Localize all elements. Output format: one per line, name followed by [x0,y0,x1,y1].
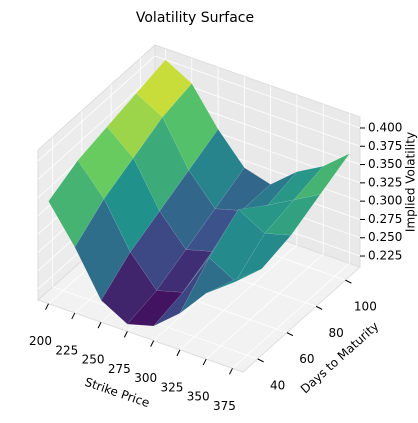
x-tick-label: 300 [134,371,157,385]
z-axis-title: Implied Volatility [404,132,418,232]
chart-title: Volatility Surface [136,10,254,26]
y-tick-label: 80 [328,326,343,340]
grid-line [154,55,361,129]
x-tick-label: 325 [160,380,183,394]
x-tick-label: 200 [29,334,52,348]
x-tick [71,312,76,320]
x-tick-label: 375 [213,399,236,413]
grid-line [179,244,298,351]
x-tick [45,303,49,310]
x-tick-label: 225 [55,343,78,357]
x-tick-label: 250 [82,353,105,367]
y-tick [345,279,352,284]
grid-line [232,263,350,369]
y-tick-label: 40 [270,378,285,392]
y-tick [315,305,323,310]
x-tick [123,331,128,338]
grid-line [205,253,324,360]
y-tick-label: 100 [354,300,377,314]
z-tick-label: 0.250 [368,230,402,244]
z-tick-label: 0.375 [368,139,402,153]
z-tick-label: 0.225 [368,249,402,263]
y-tick [286,332,294,337]
y-tick-label: 60 [299,352,314,366]
x-tick [97,321,102,329]
x-tick [202,358,207,366]
z-tick-label: 0.350 [368,157,402,171]
z-tick-label: 0.400 [368,120,402,134]
grid-line [37,73,156,180]
y-tick [257,358,264,363]
grid-line [37,55,156,162]
x-tick [150,340,155,347]
z-tick-label: 0.300 [368,194,402,208]
x-tick-label: 350 [187,390,210,404]
surface-cell [206,268,262,294]
x-tick-label: 275 [108,362,131,376]
z-tick-label: 0.275 [368,212,402,226]
z-tick-label: 0.325 [368,175,402,189]
x-tick [176,349,181,357]
x-tick [229,368,233,375]
